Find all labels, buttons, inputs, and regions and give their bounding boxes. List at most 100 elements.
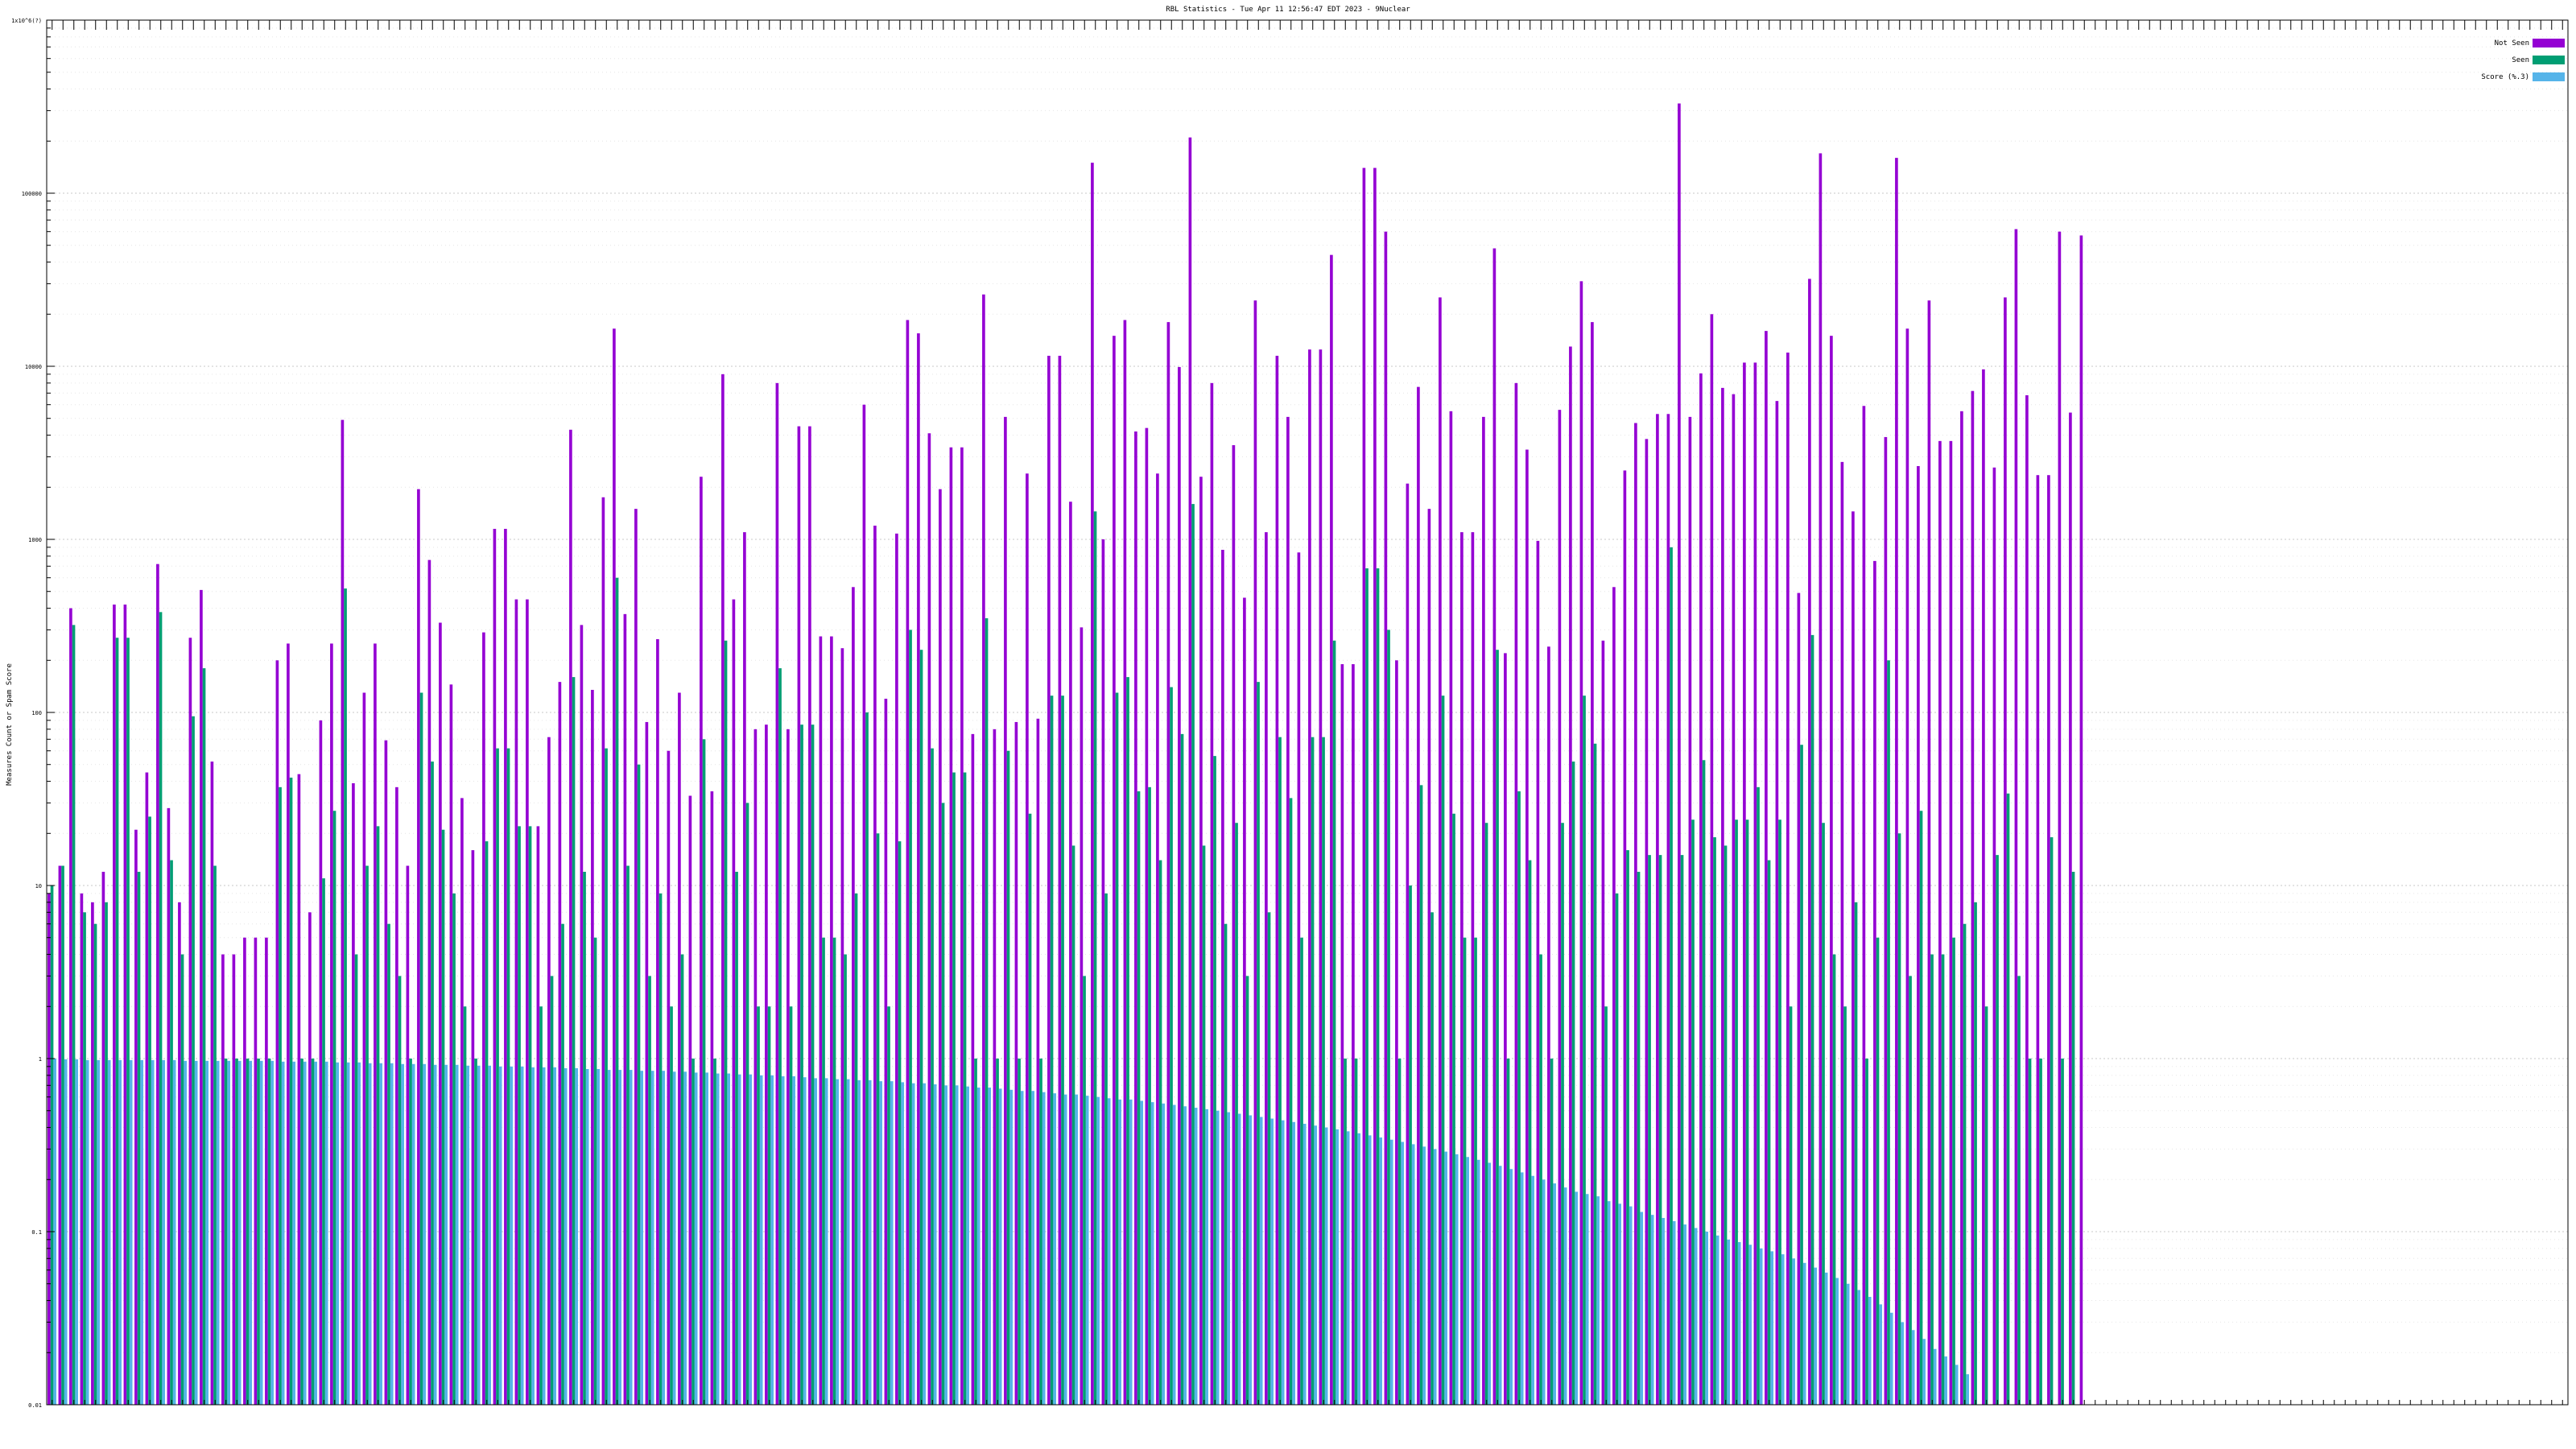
bar-seen [1767, 860, 1771, 1405]
bar-seen [365, 865, 369, 1405]
bar-seen [1637, 871, 1641, 1405]
bar-seen [1778, 819, 1781, 1405]
y-tick-label: 1000 [28, 537, 42, 543]
bar-seen [246, 1059, 250, 1405]
bar-not-seen [1232, 445, 1236, 1405]
bar-score [1629, 1206, 1633, 1405]
bar-score [1640, 1212, 1644, 1405]
bar-seen [702, 739, 706, 1405]
bar-score [1096, 1096, 1100, 1405]
bar-seen [1626, 850, 1629, 1405]
bar-not-seen [1645, 439, 1649, 1406]
bar-not-seen [1319, 349, 1323, 1406]
bar-score [781, 1076, 785, 1405]
bar-not-seen [1362, 167, 1366, 1405]
bar-not-seen [1026, 473, 1029, 1405]
bar-seen [1300, 937, 1303, 1405]
bar-series-group [47, 103, 2083, 1406]
bar-not-seen [710, 791, 714, 1405]
y-tick-label: 100000 [22, 191, 42, 197]
bar-score [901, 1082, 905, 1405]
bar-not-seen [1166, 322, 1170, 1405]
bar-score [1737, 1242, 1741, 1405]
bar-seen [148, 816, 151, 1405]
bar-seen [409, 1059, 412, 1405]
bar-seen [1919, 811, 1923, 1405]
bar-not-seen [188, 638, 192, 1405]
bar-score [618, 1070, 622, 1405]
bar-not-seen [1178, 366, 1181, 1405]
bar-not-seen [1775, 401, 1779, 1405]
bar-score [705, 1072, 709, 1405]
bar-score [683, 1071, 687, 1405]
bar-not-seen [1091, 163, 1094, 1405]
bar-score [1401, 1141, 1405, 1405]
bar-not-seen [1699, 373, 1703, 1405]
bar-seen [583, 871, 586, 1405]
bar-not-seen [254, 937, 258, 1405]
bar-not-seen [753, 729, 758, 1405]
bar-seen [789, 1006, 793, 1405]
bar-seen [2061, 1059, 2064, 1405]
bar-seen [1865, 1059, 1868, 1405]
bar-not-seen [493, 528, 497, 1405]
bar-score [1411, 1144, 1415, 1405]
bar-not-seen [417, 489, 420, 1405]
bar-seen [615, 577, 619, 1405]
bar-seen [963, 772, 967, 1405]
bar-score [270, 1060, 275, 1405]
bar-not-seen [623, 613, 627, 1405]
bar-score [194, 1060, 198, 1405]
bar-score [792, 1076, 796, 1405]
bar-seen [1952, 937, 1955, 1405]
bar-seen [865, 712, 869, 1405]
bar-seen [300, 1059, 303, 1405]
bar-not-seen [275, 660, 279, 1405]
bar-seen [539, 1006, 543, 1405]
bar-not-seen [1058, 355, 1062, 1405]
bar-score [129, 1059, 133, 1405]
bar-not-seen [1352, 664, 1355, 1405]
bar-seen [550, 976, 554, 1405]
bar-seen [658, 893, 663, 1405]
bar-seen [1930, 954, 1934, 1405]
bar-score [172, 1059, 176, 1405]
bar-seen [1071, 845, 1075, 1405]
bar-score [1563, 1187, 1567, 1405]
bar-not-seen [232, 954, 236, 1405]
bar-seen [593, 937, 597, 1405]
bar-score [1346, 1131, 1350, 1405]
bar-score [1063, 1094, 1067, 1405]
bar-seen [170, 860, 173, 1405]
bar-seen [192, 716, 195, 1405]
bar-not-seen [352, 782, 355, 1405]
bar-seen [1702, 760, 1706, 1405]
bar-not-seen [1971, 390, 1975, 1405]
bar-seen [398, 976, 402, 1405]
bar-not-seen [2047, 475, 2050, 1405]
bar-not-seen [384, 740, 388, 1405]
bar-score [998, 1088, 1002, 1405]
bar-score [955, 1085, 959, 1405]
bar-not-seen [200, 589, 203, 1405]
bar-seen [2071, 871, 2075, 1405]
bar-seen [844, 954, 847, 1405]
bar-seen [2017, 976, 2021, 1405]
bar-seen [1039, 1059, 1042, 1405]
bar-score [140, 1059, 144, 1405]
bar-not-seen [1579, 281, 1583, 1406]
bar-seen [213, 865, 217, 1405]
bar-not-seen [1569, 346, 1572, 1405]
bar-not-seen [1156, 473, 1159, 1405]
bar-not-seen [927, 433, 931, 1405]
bar-seen [832, 937, 836, 1405]
bar-score [1422, 1146, 1426, 1405]
bar-not-seen [80, 893, 84, 1405]
bar-score [1922, 1339, 1926, 1405]
bar-seen [822, 937, 825, 1405]
bar-not-seen [2058, 231, 2062, 1405]
bar-not-seen [113, 605, 116, 1405]
bar-seen [745, 803, 749, 1405]
bar-not-seen [786, 729, 790, 1405]
bar-not-seen [1992, 467, 1996, 1405]
